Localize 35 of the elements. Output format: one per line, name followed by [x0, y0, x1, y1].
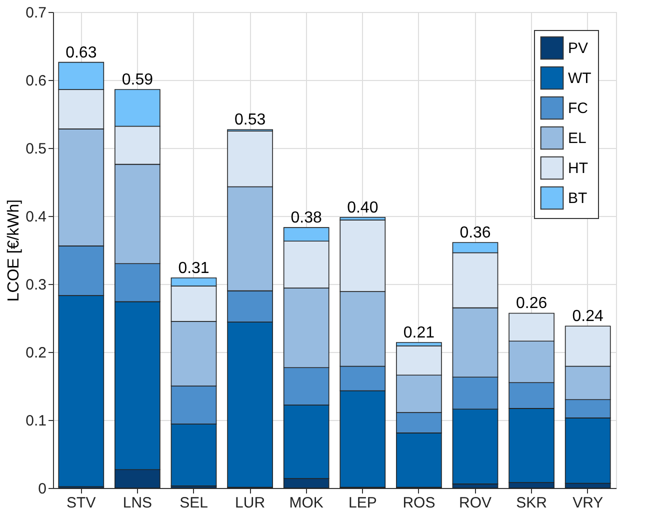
legend-label: WT	[568, 70, 592, 87]
x-tick-label: LUR	[235, 494, 266, 512]
y-tick-label: 0.2	[26, 344, 46, 362]
x-tick-label: MOK	[289, 494, 324, 512]
total-label: 0.36	[460, 224, 491, 242]
total-label: 0.53	[234, 112, 266, 129]
total-label: 0.38	[290, 210, 322, 227]
legend-label: FC	[568, 100, 588, 117]
y-axis-title: LCOE [€/kWh]	[6, 199, 23, 302]
y-tick-label: 0.1	[26, 412, 46, 430]
legend-label: HT	[568, 160, 588, 177]
total-label: 0.24	[572, 308, 604, 326]
total-label: 0.63	[66, 44, 97, 62]
total-label: 0.26	[516, 295, 548, 312]
legend-label: EL	[568, 130, 586, 147]
legend-label: PV	[568, 40, 588, 57]
x-tick-label: VRY	[572, 494, 604, 512]
y-tick-label: 0.4	[26, 208, 46, 226]
x-tick-label: SEL	[180, 494, 208, 512]
y-tick-label: 0.6	[26, 72, 46, 90]
total-label: 0.40	[347, 199, 378, 216]
y-tick-label: 0.5	[26, 140, 46, 158]
y-tick-label: 0.7	[26, 4, 46, 22]
y-tick-label: 0.3	[26, 276, 46, 294]
total-label: 0.59	[122, 72, 154, 89]
y-tick-label: 0	[38, 480, 46, 498]
total-label: 0.31	[178, 260, 210, 277]
x-tick-label: LEP	[348, 494, 377, 512]
total-label: 0.21	[403, 324, 435, 342]
x-tick-label: LNS	[122, 494, 152, 512]
x-tick-label: SKR	[516, 494, 548, 512]
x-tick-label: ROS	[402, 494, 436, 512]
x-tick-label: STV	[66, 494, 96, 512]
legend-label: BT	[568, 190, 588, 207]
x-tick-label: ROV	[458, 494, 492, 512]
